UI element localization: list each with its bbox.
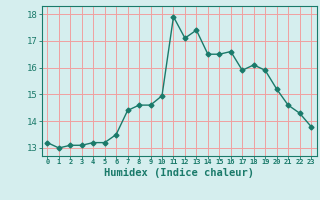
- X-axis label: Humidex (Indice chaleur): Humidex (Indice chaleur): [104, 168, 254, 178]
